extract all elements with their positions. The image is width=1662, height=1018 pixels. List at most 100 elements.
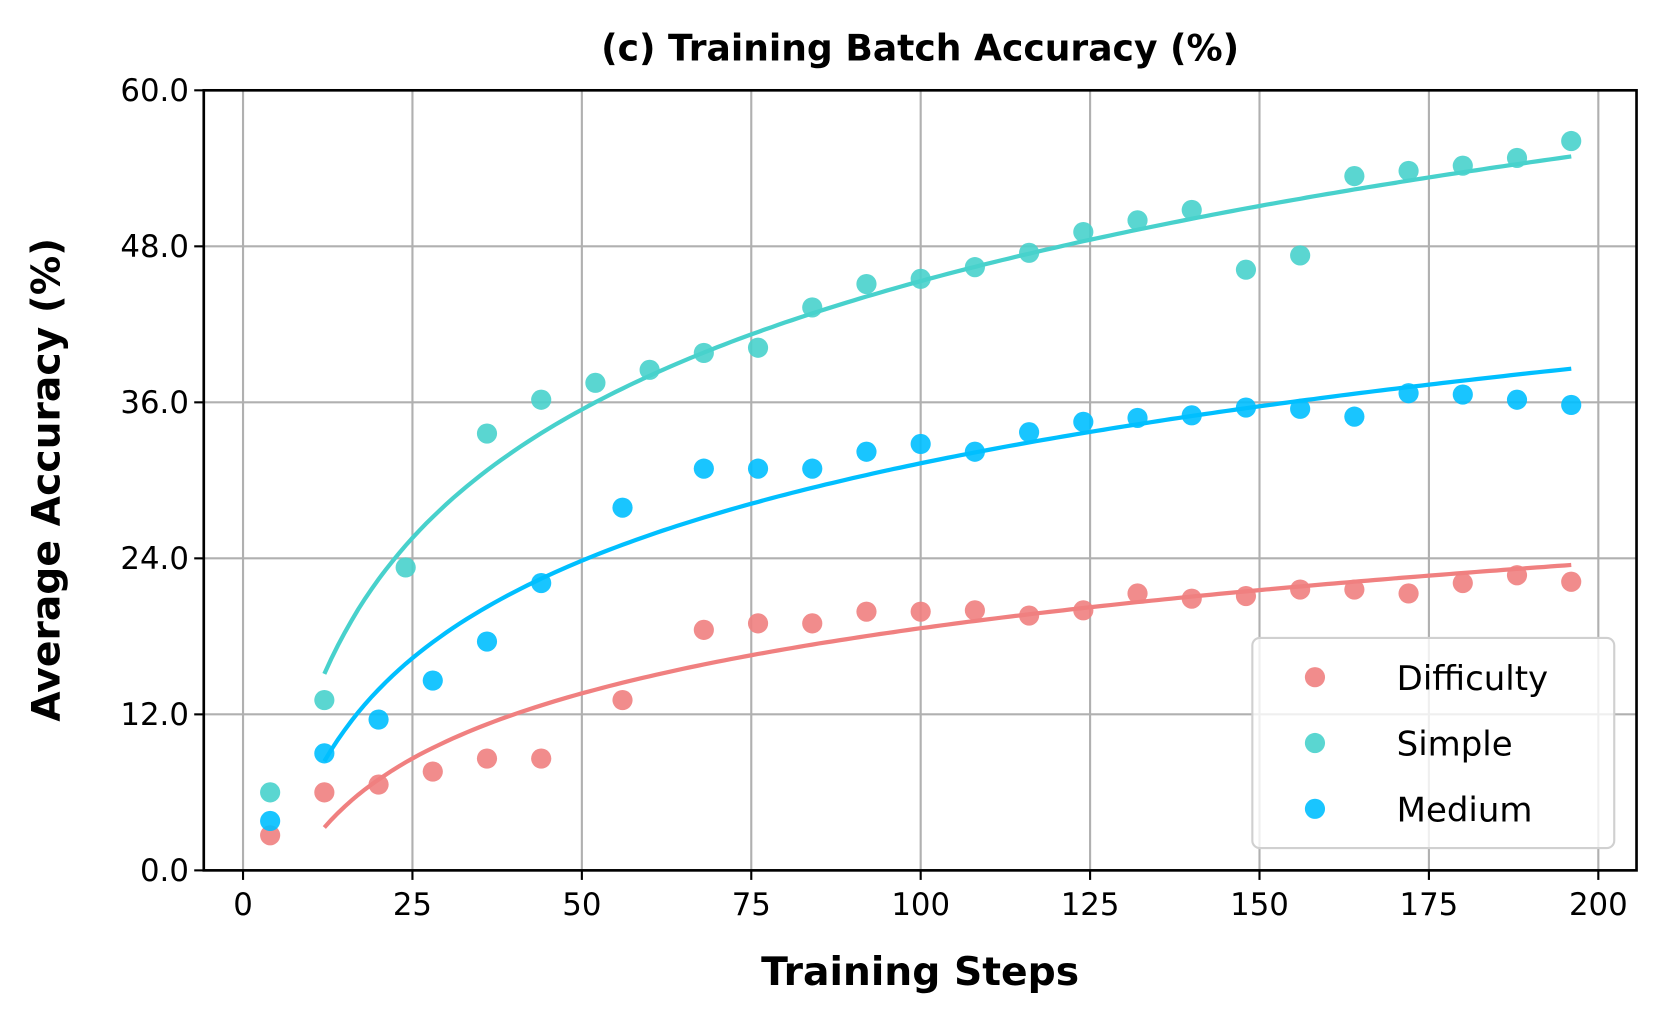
data-point-simple — [1344, 166, 1365, 187]
data-point-difficulty — [1235, 585, 1257, 607]
data-point-difficulty — [802, 613, 823, 634]
data-point-simple — [476, 423, 498, 444]
data-point-difficulty — [747, 613, 769, 634]
y-tick-label: 36.0 — [120, 385, 189, 421]
data-point-simple — [856, 273, 877, 295]
data-point-simple — [1452, 155, 1473, 176]
data-point-medium — [1344, 406, 1365, 427]
data-points — [260, 130, 1582, 846]
data-point-simple — [693, 342, 714, 364]
data-point-difficulty — [612, 689, 633, 711]
legend-marker-simple — [1304, 732, 1326, 754]
legend-marker-medium — [1304, 798, 1326, 819]
data-point-simple — [964, 257, 985, 278]
data-point-medium — [964, 441, 985, 462]
data-point-difficulty — [1073, 600, 1094, 621]
x-tick-label: 25 — [393, 887, 432, 923]
data-point-medium — [1127, 407, 1148, 429]
data-point-medium — [693, 458, 714, 479]
data-point-simple — [314, 689, 335, 711]
x-axis: 0 25 50 75 100 125 150 175 200 — [233, 870, 1628, 923]
y-tick-label: 60.0 — [120, 73, 189, 109]
x-tick-label: 50 — [562, 887, 601, 923]
data-point-medium — [910, 433, 931, 455]
legend-box — [1251, 636, 1616, 850]
data-point-difficulty — [1019, 605, 1040, 626]
data-point-simple — [1398, 160, 1419, 182]
data-point-difficulty — [693, 619, 714, 640]
x-tick-label: 100 — [891, 887, 950, 923]
y-axis: 0.0 12.0 24.0 36.0 48.0 60.0 — [120, 73, 204, 889]
chart-title: (c) Training Batch Accuracy (%) — [601, 28, 1239, 70]
data-point-medium — [1181, 405, 1202, 426]
data-point-simple — [910, 268, 931, 289]
data-point-simple — [747, 337, 769, 358]
legend: Difficulty Simple Medium — [1251, 636, 1616, 850]
data-point-difficulty — [476, 748, 498, 769]
fit-line-simple — [322, 154, 1572, 675]
data-point-simple — [1181, 199, 1202, 221]
data-point-difficulty — [368, 774, 389, 795]
data-point-difficulty — [1344, 579, 1365, 600]
data-point-difficulty — [910, 601, 931, 622]
data-point-simple — [1506, 147, 1528, 169]
data-point-simple — [585, 372, 606, 393]
data-point-medium — [476, 631, 498, 652]
data-point-difficulty — [1127, 583, 1148, 604]
data-point-difficulty — [1506, 565, 1528, 586]
data-point-medium — [1452, 384, 1473, 405]
data-point-simple — [802, 297, 823, 318]
data-point-difficulty — [1181, 588, 1202, 609]
data-point-difficulty — [856, 601, 877, 622]
data-point-medium — [422, 670, 443, 691]
data-point-medium — [802, 458, 823, 479]
data-point-medium — [856, 441, 877, 462]
data-point-medium — [1235, 397, 1257, 418]
data-point-simple — [1073, 221, 1094, 243]
data-point-medium — [1019, 422, 1040, 443]
legend-label-simple: Simple — [1397, 725, 1513, 765]
data-point-simple — [1235, 259, 1257, 280]
x-tick-label: 150 — [1230, 887, 1289, 923]
data-point-medium — [1073, 411, 1094, 432]
data-point-medium — [747, 458, 769, 479]
data-point-medium — [1290, 398, 1311, 419]
data-point-difficulty — [1561, 571, 1582, 592]
data-point-medium — [1398, 383, 1419, 404]
x-tick-label: 175 — [1400, 887, 1459, 923]
y-tick-label: 12.0 — [120, 697, 189, 733]
y-tick-label: 24.0 — [120, 541, 189, 577]
data-point-simple — [1290, 245, 1311, 266]
data-point-medium — [612, 497, 633, 518]
data-point-medium — [531, 572, 552, 594]
data-point-simple — [1561, 130, 1582, 152]
x-tick-label: 75 — [732, 887, 771, 923]
fit-line-difficulty — [322, 562, 1572, 829]
data-point-medium — [1506, 389, 1528, 410]
data-point-simple — [1127, 210, 1148, 231]
data-point-simple — [639, 359, 660, 380]
data-point-medium — [1561, 394, 1582, 416]
data-point-medium — [368, 709, 389, 730]
legend-label-medium: Medium — [1397, 791, 1533, 831]
data-point-simple — [260, 782, 281, 803]
data-point-difficulty — [1398, 583, 1419, 604]
y-tick-label: 0.0 — [140, 853, 189, 889]
data-point-difficulty — [964, 600, 985, 621]
data-point-medium — [260, 810, 281, 832]
y-tick-label: 48.0 — [120, 229, 189, 265]
y-axis-label: Average Accuracy (%) — [24, 238, 69, 722]
data-point-difficulty — [422, 761, 443, 782]
x-tick-label: 200 — [1569, 887, 1628, 923]
data-point-difficulty — [1290, 579, 1311, 600]
data-point-difficulty — [314, 782, 335, 803]
x-tick-label: 0 — [233, 887, 253, 923]
data-point-simple — [1019, 242, 1040, 263]
data-point-difficulty — [531, 748, 552, 769]
data-point-simple — [395, 557, 416, 578]
data-point-medium — [314, 743, 335, 764]
data-point-difficulty — [1452, 572, 1473, 594]
data-point-simple — [531, 389, 552, 410]
legend-marker-difficulty — [1304, 667, 1326, 688]
